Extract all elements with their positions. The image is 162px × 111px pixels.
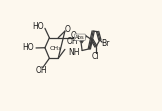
Text: NH: NH bbox=[68, 48, 79, 57]
Text: O: O bbox=[71, 31, 77, 40]
Text: HO: HO bbox=[32, 22, 44, 31]
Text: OH: OH bbox=[67, 37, 78, 46]
Text: OH: OH bbox=[36, 66, 47, 75]
Text: CH₃: CH₃ bbox=[50, 46, 62, 51]
Text: Br: Br bbox=[101, 39, 109, 48]
Text: O: O bbox=[65, 25, 71, 35]
Text: Abs: Abs bbox=[75, 35, 85, 40]
Text: HO: HO bbox=[22, 43, 34, 53]
Text: Cl: Cl bbox=[92, 52, 99, 61]
